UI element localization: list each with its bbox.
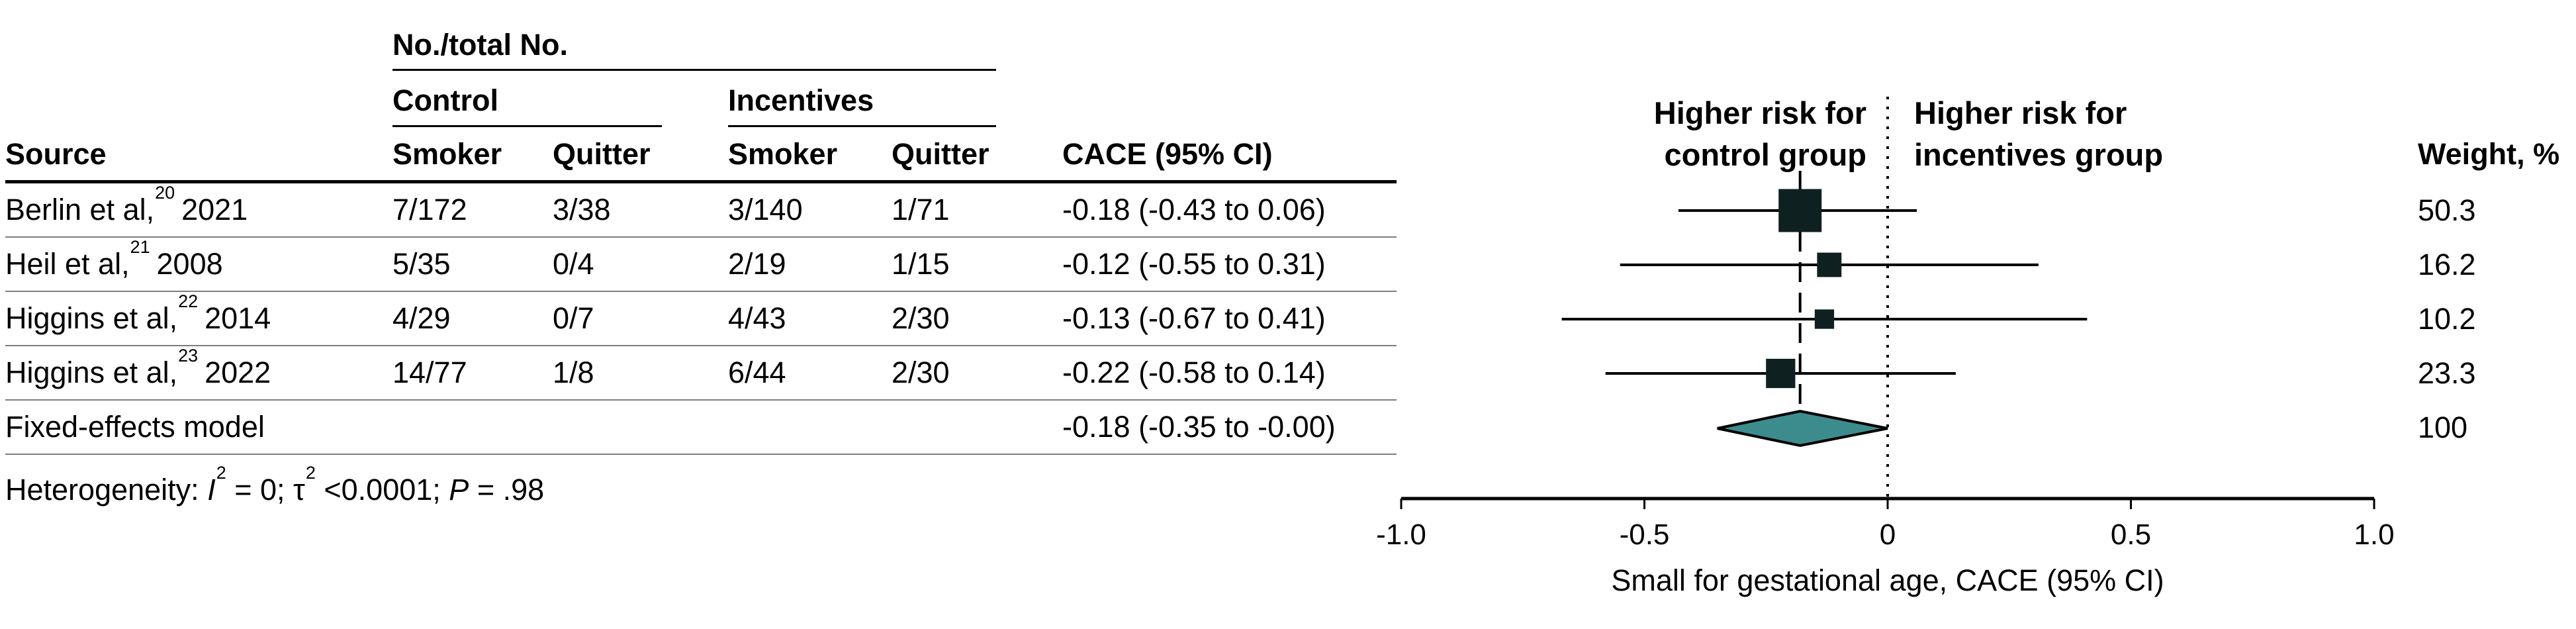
higher-risk-control-label: Higher risk for control group [1653,95,1866,172]
effect-square [1814,309,1835,329]
subgroup-incentives-label: Incentives [728,83,874,117]
header-divider [5,180,1397,183]
x-tick-label: -1.0 [1376,518,1426,551]
heterogeneity-segment: 2 [305,463,316,483]
source-cell: Heil et al,21 2008 [5,237,392,281]
heterogeneity-segment: <0.0001; [315,473,449,507]
study-table: No./total No. Control Incentives Source … [5,0,1397,511]
study-ref: 23 [178,346,199,365]
incentives-smoker-cell: 4/43 [728,301,786,335]
control-quitter-cell: 3/38 [553,193,611,226]
x-axis-title: Small for gestational age, CACE (95% CI) [1611,563,2164,597]
study-ref: 22 [178,291,199,311]
table-row: Berlin et al,20 2021 7/172 3/38 3/140 1/7… [5,183,1397,238]
cace-cell: -0.22 (-0.58 to 0.14) [1062,356,1326,389]
control-rule [392,125,662,127]
effect-square [1766,358,1796,389]
higher-risk-incentives-label: Higher risk for incentives group [1914,95,2164,172]
control-quitter-cell: 1/8 [553,356,594,389]
study-name: Higgins et al, [5,301,178,335]
col-header-incentives-quitter: Quitter [892,137,989,171]
source-cell: Higgins et al,22 2014 [5,291,392,336]
col-header-incentives-smoker: Smoker [728,137,838,171]
summary-diamond [1717,409,1888,448]
table-row: Higgins et al,22 2014 4/29 0/7 4/43 2/30 … [5,291,1397,346]
incentives-smoker-cell: 2/19 [728,247,786,281]
heterogeneity-segment: = 0; τ [226,473,305,507]
cace-cell: -0.12 (-0.55 to 0.31) [1062,247,1326,281]
control-smoker-cell: 5/35 [392,247,451,281]
source-cell: Berlin et al,20 2021 [5,183,392,227]
col-header-weight: Weight, % [2418,137,2560,171]
heterogeneity-segment: P [449,473,469,507]
group-header-rule [392,69,996,71]
heterogeneity-note: Heterogeneity: I2 = 0; τ2 <0.0001; P = .… [5,457,1397,510]
summary-cace-cell: -0.18 (-0.35 to -0.00) [1062,410,1336,444]
x-tick-label: 0.5 [2111,518,2151,551]
summary-label: Fixed-effects model [5,410,265,444]
x-tick-label: 0 [1880,518,1896,551]
col-header-control-quitter: Quitter [553,137,651,171]
x-tick-label: 1.0 [2354,518,2394,551]
study-name: Higgins et al, [5,356,178,389]
effect-square [1778,189,1822,232]
effect-square [1817,252,1842,277]
summary-weight-cell: 100 [2418,411,2468,444]
control-smoker-cell: 14/77 [392,356,467,389]
heterogeneity-segment: Heterogeneity: [5,473,208,507]
incentives-smoker-cell: 3/140 [728,193,803,226]
weight-cell: 50.3 [2418,193,2476,227]
weight-cell: 16.2 [2418,248,2476,281]
cace-cell: -0.18 (-0.43 to 0.06) [1062,193,1326,226]
col-header-source: Source [5,137,107,171]
cace-cell: -0.13 (-0.67 to 0.41) [1062,301,1326,335]
incentives-quitter-cell: 2/30 [892,356,950,389]
table-row: Higgins et al,23 2022 14/77 1/8 6/44 2/30… [5,346,1397,401]
heterogeneity-segment: = .98 [469,473,545,507]
subgroup-control-label: Control [392,83,498,117]
source-cell: Higgins et al,23 2022 [5,346,392,390]
study-name: Berlin et al, [5,193,155,226]
weight-cell: 23.3 [2418,356,2476,390]
x-tick-label: -0.5 [1620,518,1670,551]
incentives-quitter-cell: 2/30 [892,301,950,335]
incentives-rule [728,125,996,127]
study-year: 2022 [205,356,271,389]
heterogeneity-segment: 2 [216,463,226,483]
heterogeneity-segment: I [207,473,216,507]
incentives-smoker-cell: 6/44 [728,356,786,389]
study-year: 2008 [156,247,223,281]
summary-row: Fixed-effects model -0.18 (-0.35 to -0.0… [5,401,1397,455]
table-row: Heil et al,21 2008 5/35 0/4 2/19 1/15 -0.… [5,237,1397,292]
weight-cell: 10.2 [2418,302,2476,336]
control-smoker-cell: 7/172 [392,193,467,226]
col-header-cace: CACE (95% CI) [1062,137,1273,171]
incentives-quitter-cell: 1/15 [892,247,950,281]
study-name: Heil et al, [5,247,130,281]
study-ref: 20 [155,183,175,203]
study-ref: 21 [130,237,150,257]
control-quitter-cell: 0/7 [553,301,594,335]
col-header-control-smoker: Smoker [392,137,502,171]
study-year: 2014 [205,301,271,335]
study-year: 2021 [181,193,248,226]
group-header-no-total: No./total No. [392,28,568,62]
control-smoker-cell: 4/29 [392,301,451,335]
incentives-quitter-cell: 1/71 [892,193,950,226]
table-header-row: Source Smoker Quitter Smoker Quitter CAC… [5,134,1397,174]
control-quitter-cell: 0/4 [553,247,594,281]
